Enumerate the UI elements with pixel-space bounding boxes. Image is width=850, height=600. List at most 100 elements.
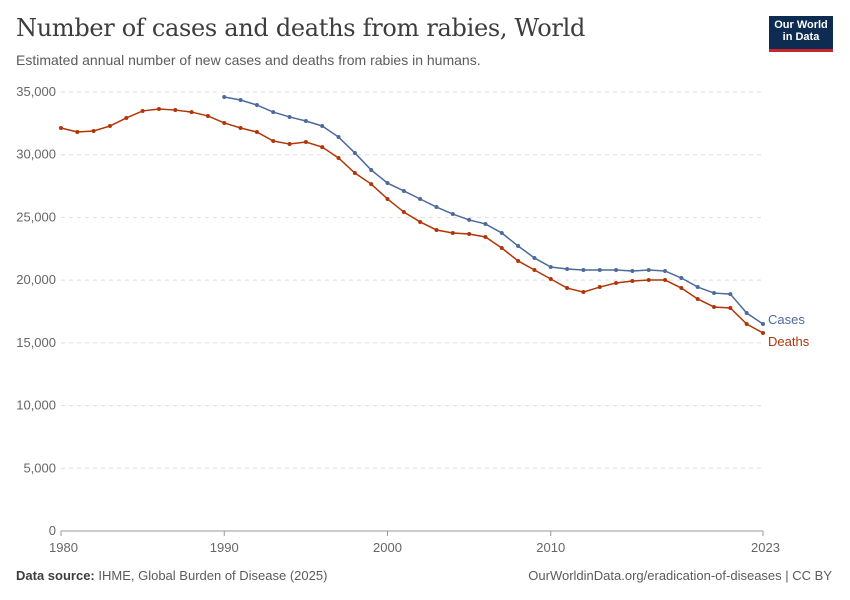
data-point-deaths — [336, 155, 341, 160]
data-point-deaths — [483, 234, 488, 239]
source-label: Data source: — [16, 568, 95, 583]
x-tick-label: 2010 — [536, 540, 565, 555]
x-tick-label: 1990 — [210, 540, 239, 555]
data-point-deaths — [385, 196, 390, 201]
data-point-deaths — [679, 286, 684, 291]
data-point-cases — [499, 230, 504, 235]
y-tick-label: 10,000 — [16, 398, 56, 413]
logo-text: Our World in Data — [774, 19, 828, 43]
data-point-deaths — [156, 107, 161, 112]
data-point-cases — [467, 217, 472, 222]
data-point-deaths — [516, 258, 521, 263]
data-point-cases — [565, 266, 570, 271]
data-point-deaths — [450, 230, 455, 235]
data-point-deaths — [91, 129, 96, 134]
data-point-cases — [320, 123, 325, 128]
x-tick-label: 2000 — [373, 540, 402, 555]
data-point-deaths — [663, 278, 668, 283]
data-point-deaths — [189, 110, 194, 115]
data-point-deaths — [597, 285, 602, 290]
y-tick-label: 30,000 — [16, 147, 56, 162]
data-point-cases — [679, 276, 684, 281]
data-point-deaths — [107, 123, 112, 128]
data-point-cases — [744, 311, 749, 316]
data-point-deaths — [614, 281, 619, 286]
data-point-deaths — [303, 140, 308, 145]
data-point-cases — [287, 114, 292, 119]
data-point-cases — [238, 98, 243, 103]
y-tick-label: 15,000 — [16, 335, 56, 350]
data-point-deaths — [352, 171, 357, 176]
x-tick-label: 1980 — [49, 540, 78, 555]
data-point-deaths — [287, 142, 292, 147]
data-point-deaths — [728, 305, 733, 310]
data-point-cases — [352, 150, 357, 155]
x-tick-label: 2023 — [751, 540, 780, 555]
data-point-cases — [222, 95, 227, 100]
legend-label-deaths: Deaths — [768, 334, 810, 349]
data-point-deaths — [695, 296, 700, 301]
y-tick-label: 25,000 — [16, 209, 56, 224]
y-tick-label: 35,000 — [16, 84, 56, 99]
chart-subtitle: Estimated annual number of new cases and… — [16, 52, 481, 68]
data-point-cases — [385, 181, 390, 186]
data-point-cases — [254, 103, 259, 108]
owid-logo[interactable]: Our World in Data — [769, 16, 833, 52]
data-point-deaths — [418, 219, 423, 224]
data-source: Data source: IHME, Global Burden of Dise… — [16, 568, 327, 583]
data-point-deaths — [205, 113, 210, 118]
data-point-cases — [597, 267, 602, 272]
data-point-cases — [516, 244, 521, 249]
data-point-deaths — [646, 278, 651, 283]
data-point-cases — [761, 322, 765, 327]
source-text: IHME, Global Burden of Disease (2025) — [98, 568, 328, 583]
y-tick-label: 0 — [49, 523, 56, 538]
data-point-cases — [450, 212, 455, 217]
data-point-deaths — [271, 139, 276, 144]
data-point-deaths — [140, 108, 145, 113]
data-point-cases — [581, 267, 586, 272]
data-point-deaths — [467, 231, 472, 236]
data-point-deaths — [434, 227, 439, 232]
data-point-cases — [695, 285, 700, 290]
data-point-cases — [663, 268, 668, 273]
data-point-deaths — [124, 115, 129, 120]
data-point-deaths — [254, 130, 259, 135]
data-point-cases — [712, 291, 717, 296]
data-point-deaths — [548, 277, 553, 282]
series-line-deaths — [60, 108, 764, 334]
data-point-cases — [401, 188, 406, 193]
data-point-deaths — [320, 145, 325, 150]
data-point-deaths — [532, 267, 537, 272]
data-point-cases — [303, 118, 308, 123]
data-point-deaths — [565, 286, 570, 291]
chart-title: Number of cases and deaths from rabies, … — [16, 14, 586, 42]
data-point-cases — [532, 255, 537, 260]
data-point-deaths — [761, 330, 765, 335]
data-point-cases — [728, 292, 733, 297]
data-point-deaths — [238, 125, 243, 130]
data-point-deaths — [59, 125, 63, 130]
data-point-deaths — [499, 246, 504, 251]
data-point-deaths — [744, 322, 749, 327]
data-point-deaths — [222, 120, 227, 125]
y-tick-label: 20,000 — [16, 272, 56, 287]
data-point-cases — [483, 221, 488, 226]
footer-link[interactable]: OurWorldinData.org/eradication-of-diseas… — [528, 568, 832, 583]
data-point-cases — [434, 205, 439, 210]
data-point-cases — [271, 110, 276, 115]
data-point-cases — [369, 168, 374, 173]
data-point-cases — [336, 135, 341, 140]
series-line-cases — [224, 96, 764, 325]
data-point-deaths — [173, 108, 178, 113]
data-point-deaths — [581, 290, 586, 295]
data-point-deaths — [630, 279, 635, 284]
data-point-cases — [630, 268, 635, 273]
data-point-cases — [548, 264, 553, 269]
data-point-deaths — [75, 130, 80, 135]
y-tick-label: 5,000 — [23, 460, 56, 475]
data-point-deaths — [369, 182, 374, 187]
data-point-cases — [614, 267, 619, 272]
